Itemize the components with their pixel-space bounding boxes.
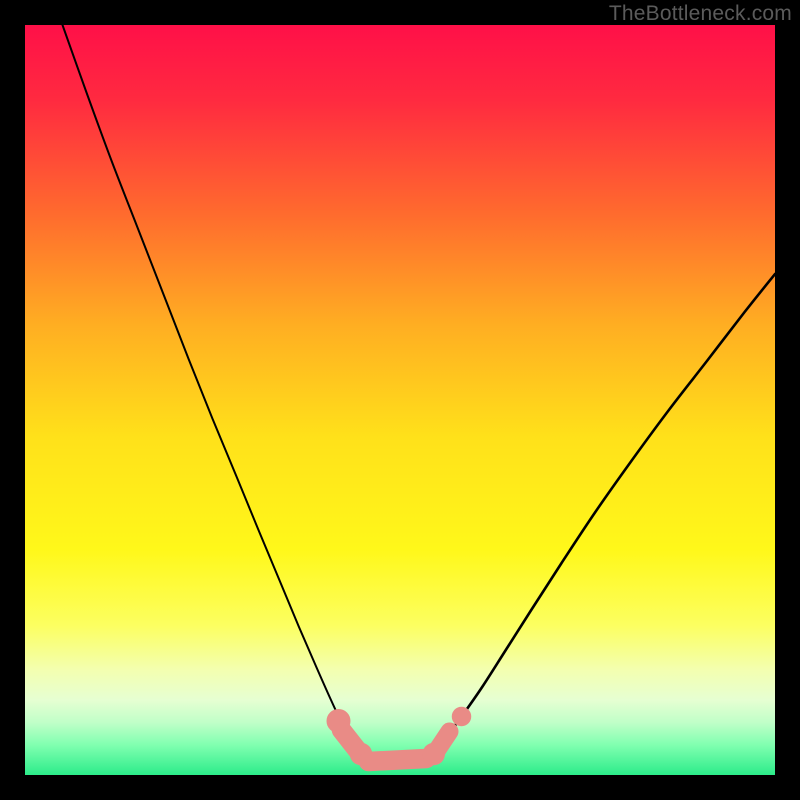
marker-dot [452,707,472,727]
bottleneck-chart [25,25,775,775]
chart-frame: TheBottleneck.com [0,0,800,800]
watermark-text: TheBottleneck.com [609,2,792,26]
chart-background [25,25,775,775]
marker-capsule [369,759,427,762]
marker-capsule [438,732,450,750]
